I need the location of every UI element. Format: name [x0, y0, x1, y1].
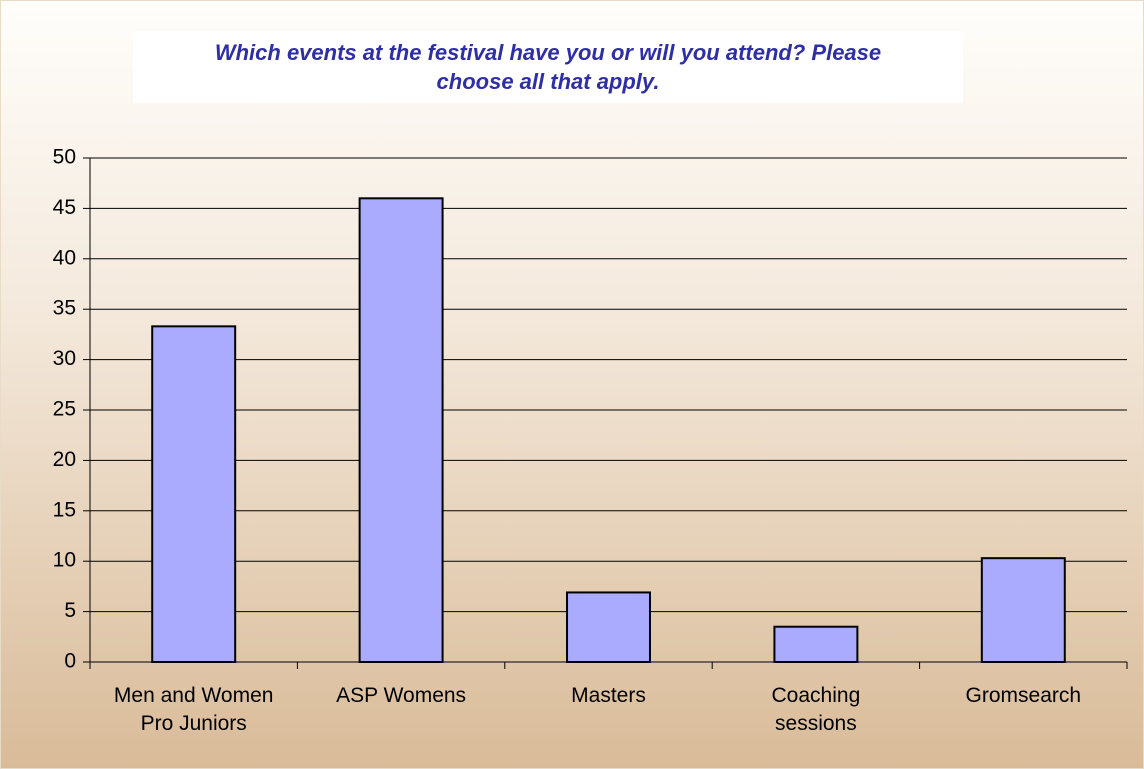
x-tick-label: Masters: [571, 684, 646, 707]
y-tick-label: 10: [53, 549, 76, 572]
bar: [773, 625, 859, 663]
y-tick-label: 50: [53, 146, 76, 169]
bar: [980, 557, 1066, 664]
y-tick-label: 20: [53, 448, 76, 471]
y-tick-label: 40: [53, 246, 76, 269]
y-tick-label: 35: [53, 297, 76, 320]
bar: [566, 591, 651, 663]
x-tick-label: Gromsearch: [965, 684, 1082, 707]
bar: [358, 197, 444, 663]
y-tick-label: 30: [53, 347, 76, 370]
y-tick-label: 5: [64, 599, 76, 622]
x-tick-label: Men and Women Pro Juniors: [113, 684, 274, 735]
x-tick-label: Coaching sessions: [771, 684, 861, 735]
y-tick-label: 15: [53, 498, 76, 521]
x-tick-label: ASP Womens: [336, 684, 467, 707]
bar: [151, 325, 237, 663]
chart-title: Which events at the festival have you or…: [133, 31, 963, 103]
y-tick-label: 0: [64, 650, 76, 673]
y-tick-label: 25: [53, 398, 76, 421]
y-tick-label: 45: [53, 196, 76, 219]
